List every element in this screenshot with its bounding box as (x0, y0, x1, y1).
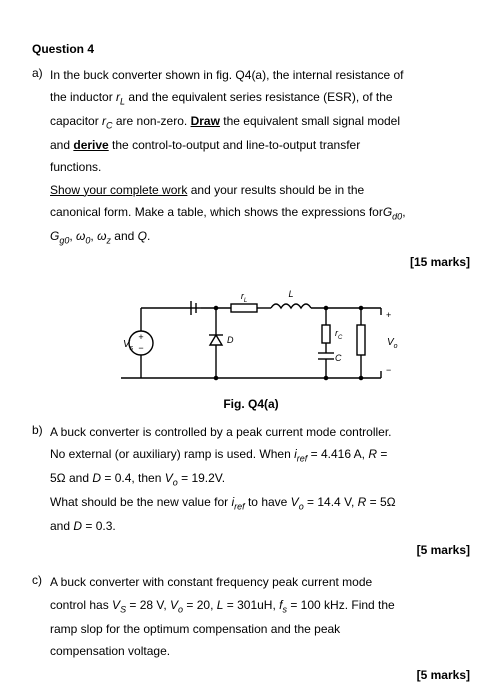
label-vo: Vo (387, 337, 398, 350)
sym-w0-w: ω (76, 229, 85, 243)
text: canonical form. Make a table, which show… (50, 205, 383, 219)
text: = 4.416 A, (307, 447, 368, 461)
text: capacitor (50, 114, 102, 128)
draw-underline: Draw (191, 114, 220, 128)
text: to have (245, 495, 291, 509)
part-c-marks: [5 marks] (50, 666, 470, 684)
part-c: c) A buck converter with constant freque… (32, 571, 470, 684)
sym-D: D (73, 519, 82, 533)
text: are non-zero. (113, 114, 191, 128)
sym-Vo-V: V (170, 598, 178, 612)
text: , (69, 229, 72, 243)
part-c-label: c) (32, 571, 42, 589)
text: = 0.3. (82, 519, 116, 533)
text: the control-to-output and line-to-output… (109, 138, 360, 152)
text: , (402, 205, 405, 219)
text: . (147, 229, 150, 243)
sym-R: R (358, 495, 367, 509)
part-b-label: b) (32, 421, 43, 439)
text: = (377, 447, 387, 461)
text: = 301uH, (223, 598, 279, 612)
text: and (50, 138, 73, 152)
label-C: C (335, 353, 342, 363)
text: What should be the new value for (50, 495, 231, 509)
vo-minus: − (386, 365, 391, 375)
text: compensation voltage. (50, 644, 170, 658)
text: , (90, 229, 93, 243)
text: = 100 kHz. Find the (287, 598, 395, 612)
text: and your results should be in the (187, 183, 364, 197)
sym-Gd0-G: G (383, 205, 392, 219)
part-b-marks: [5 marks] (50, 541, 470, 559)
text: = 5Ω (366, 495, 395, 509)
text: 5Ω and (50, 471, 92, 485)
part-a-label: a) (32, 64, 43, 82)
label-D: D (227, 335, 234, 345)
text: A buck converter with constant frequency… (50, 575, 372, 589)
text: the inductor (50, 90, 116, 104)
sym-iref-sub: ref (234, 502, 245, 512)
text: functions. (50, 160, 101, 174)
sym-Gg0-G: G (50, 229, 59, 243)
vo-plus: + (386, 310, 391, 320)
figure-caption: Fig. Q4(a) (32, 395, 470, 413)
label-rC: rC (335, 328, 343, 341)
part-a-marks: [15 marks] (50, 253, 470, 271)
text: control has (50, 598, 112, 612)
text: In the buck converter shown in fig. Q4(a… (50, 68, 404, 82)
part-a: a) In the buck converter shown in fig. Q… (32, 64, 470, 271)
text: and (111, 229, 138, 243)
svg-text:+: + (138, 332, 143, 342)
question-heading: Question 4 (32, 40, 470, 58)
sym-R: R (368, 447, 377, 461)
text: and the equivalent series resistance (ES… (125, 90, 392, 104)
part-b-text: A buck converter is controlled by a peak… (50, 421, 470, 537)
label-rL: rL (241, 291, 247, 304)
part-a-text: In the buck converter shown in fig. Q4(a… (50, 64, 470, 249)
text: = 19.2V. (178, 471, 225, 485)
text: = 28 V, (126, 598, 170, 612)
text: = 0.4, then (101, 471, 165, 485)
text: ramp slop for the optimum compensation a… (50, 622, 340, 636)
text: the equivalent small signal model (220, 114, 400, 128)
part-c-text: A buck converter with constant frequency… (50, 571, 470, 662)
sym-iref-sub: ref (297, 453, 308, 463)
text: A buck converter is controlled by a peak… (50, 425, 392, 439)
sym-D: D (92, 471, 101, 485)
text: = 14.4 V, (304, 495, 358, 509)
sym-Gg0-sub: g0 (59, 235, 69, 245)
text: and (50, 519, 73, 533)
sym-Vo-V: V (165, 471, 173, 485)
sym-Gd0-sub: d0 (392, 211, 402, 221)
svg-text:−: − (138, 343, 143, 353)
derive-underline: derive (73, 138, 108, 152)
figure-q4a: + − Vs rL L D (32, 283, 470, 413)
sym-Q: Q (138, 229, 147, 243)
text: No external (or auxiliary) ramp is used.… (50, 447, 294, 461)
label-L: L (288, 289, 293, 299)
show-work-underline: Show your complete work (50, 183, 187, 197)
circuit-diagram: + − Vs rL L D (101, 283, 401, 393)
sym-Vo-V: V (291, 495, 299, 509)
part-b: b) A buck converter is controlled by a p… (32, 421, 470, 559)
sym-Vs-V: V (112, 598, 120, 612)
text: = 20, (183, 598, 217, 612)
